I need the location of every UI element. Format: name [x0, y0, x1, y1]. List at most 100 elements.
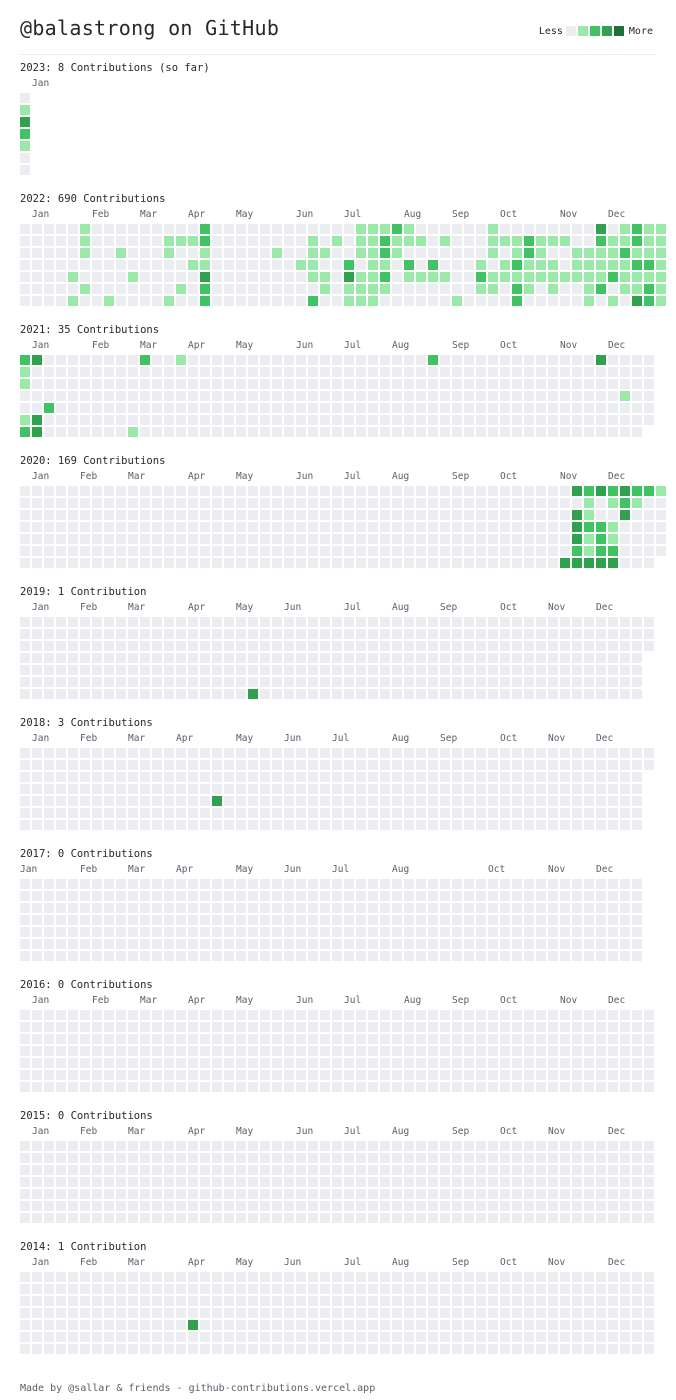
day-cell[interactable] [308, 260, 318, 270]
day-cell[interactable] [176, 1344, 186, 1354]
day-cell[interactable] [296, 748, 306, 758]
day-cell[interactable] [32, 891, 42, 901]
day-cell[interactable] [296, 903, 306, 913]
day-cell[interactable] [620, 498, 630, 508]
day-cell[interactable] [116, 641, 126, 651]
day-cell[interactable] [32, 1320, 42, 1330]
day-cell[interactable] [68, 951, 78, 961]
day-cell[interactable] [128, 498, 138, 508]
day-cell[interactable] [272, 284, 282, 294]
day-cell[interactable] [20, 355, 30, 365]
day-cell[interactable] [380, 272, 390, 282]
day-cell[interactable] [320, 1165, 330, 1175]
day-cell[interactable] [140, 1308, 150, 1318]
day-cell[interactable] [308, 284, 318, 294]
day-cell[interactable] [548, 927, 558, 937]
day-cell[interactable] [236, 248, 246, 258]
day-cell[interactable] [104, 1284, 114, 1294]
day-cell[interactable] [296, 820, 306, 830]
day-cell[interactable] [308, 1022, 318, 1032]
day-cell[interactable] [644, 1046, 654, 1056]
day-cell[interactable] [308, 236, 318, 246]
day-cell[interactable] [176, 820, 186, 830]
day-cell[interactable] [620, 927, 630, 937]
day-cell[interactable] [584, 1082, 594, 1092]
day-cell[interactable] [164, 1082, 174, 1092]
day-cell[interactable] [476, 236, 486, 246]
day-cell[interactable] [188, 558, 198, 568]
day-cell[interactable] [536, 939, 546, 949]
day-cell[interactable] [524, 1141, 534, 1151]
day-cell[interactable] [176, 558, 186, 568]
day-cell[interactable] [320, 367, 330, 377]
day-cell[interactable] [452, 1344, 462, 1354]
day-cell[interactable] [548, 427, 558, 437]
day-cell[interactable] [296, 1082, 306, 1092]
day-cell[interactable] [188, 236, 198, 246]
day-cell[interactable] [284, 1058, 294, 1068]
day-cell[interactable] [452, 367, 462, 377]
day-cell[interactable] [356, 1046, 366, 1056]
day-cell[interactable] [512, 629, 522, 639]
day-cell[interactable] [404, 546, 414, 556]
day-cell[interactable] [104, 427, 114, 437]
day-cell[interactable] [356, 820, 366, 830]
day-cell[interactable] [188, 879, 198, 889]
day-cell[interactable] [440, 915, 450, 925]
day-cell[interactable] [272, 820, 282, 830]
day-cell[interactable] [332, 1082, 342, 1092]
day-cell[interactable] [596, 808, 606, 818]
day-cell[interactable] [392, 784, 402, 794]
day-cell[interactable] [320, 617, 330, 627]
day-cell[interactable] [560, 808, 570, 818]
day-cell[interactable] [476, 617, 486, 627]
day-cell[interactable] [380, 1165, 390, 1175]
day-cell[interactable] [404, 653, 414, 663]
day-cell[interactable] [332, 951, 342, 961]
day-cell[interactable] [332, 1058, 342, 1068]
day-cell[interactable] [236, 939, 246, 949]
day-cell[interactable] [248, 915, 258, 925]
day-cell[interactable] [572, 915, 582, 925]
day-cell[interactable] [368, 367, 378, 377]
day-cell[interactable] [308, 629, 318, 639]
day-cell[interactable] [320, 558, 330, 568]
day-cell[interactable] [104, 796, 114, 806]
day-cell[interactable] [428, 820, 438, 830]
day-cell[interactable] [116, 296, 126, 306]
day-cell[interactable] [332, 1177, 342, 1187]
day-cell[interactable] [272, 272, 282, 282]
day-cell[interactable] [200, 1284, 210, 1294]
day-cell[interactable] [320, 1284, 330, 1294]
day-cell[interactable] [320, 546, 330, 556]
day-cell[interactable] [368, 1141, 378, 1151]
day-cell[interactable] [20, 367, 30, 377]
day-cell[interactable] [368, 1344, 378, 1354]
day-cell[interactable] [560, 272, 570, 282]
day-cell[interactable] [572, 1189, 582, 1199]
day-cell[interactable] [248, 772, 258, 782]
day-cell[interactable] [344, 1177, 354, 1187]
day-cell[interactable] [584, 379, 594, 389]
day-cell[interactable] [560, 498, 570, 508]
day-cell[interactable] [260, 677, 270, 687]
day-cell[interactable] [296, 1344, 306, 1354]
day-cell[interactable] [20, 1272, 30, 1282]
day-cell[interactable] [656, 236, 666, 246]
day-cell[interactable] [164, 1010, 174, 1020]
day-cell[interactable] [260, 1284, 270, 1294]
day-cell[interactable] [560, 927, 570, 937]
day-cell[interactable] [152, 498, 162, 508]
day-cell[interactable] [536, 403, 546, 413]
day-cell[interactable] [440, 1010, 450, 1020]
day-cell[interactable] [584, 1201, 594, 1211]
day-cell[interactable] [176, 796, 186, 806]
day-cell[interactable] [224, 558, 234, 568]
day-cell[interactable] [296, 522, 306, 532]
day-cell[interactable] [200, 1141, 210, 1151]
day-cell[interactable] [344, 272, 354, 282]
day-cell[interactable] [212, 951, 222, 961]
day-cell[interactable] [548, 486, 558, 496]
day-cell[interactable] [644, 1189, 654, 1199]
day-cell[interactable] [308, 784, 318, 794]
